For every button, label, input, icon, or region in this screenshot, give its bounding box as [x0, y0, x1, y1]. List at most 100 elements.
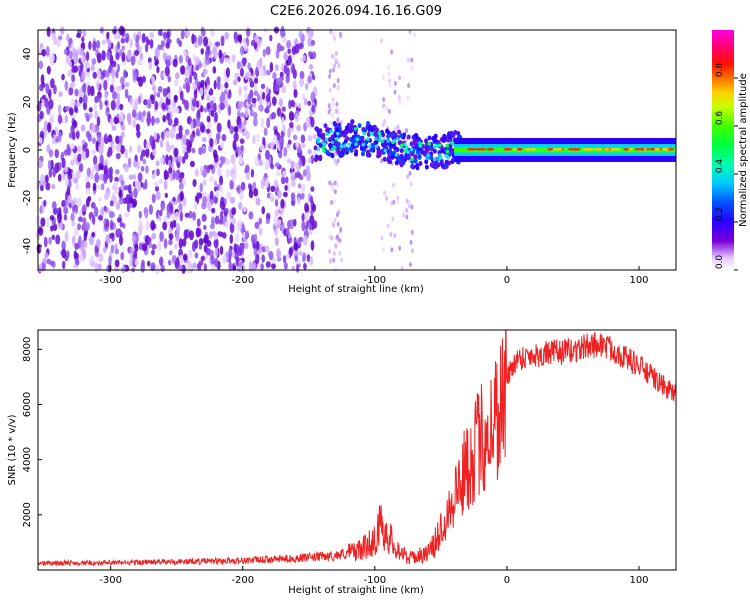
heatmap-cell	[159, 209, 163, 217]
heatmap-cell	[390, 247, 394, 253]
heatmap-cell	[90, 261, 96, 268]
heatmap-cell	[429, 151, 434, 157]
heatmap-cell	[409, 181, 413, 187]
heatmap-cell	[363, 144, 368, 150]
heatmap-cell	[89, 235, 95, 246]
heatmap-cell	[116, 202, 121, 210]
heatmap-cell	[239, 157, 244, 165]
heatmap-cell	[262, 48, 267, 58]
heatmap-cell	[353, 127, 358, 131]
heatmap-cell	[339, 33, 343, 39]
heatmap-cell	[64, 105, 70, 112]
heatmap-cell	[66, 33, 70, 42]
heatmap-cell	[115, 51, 120, 61]
heatmap-cell	[406, 174, 410, 180]
heatmap-cell	[332, 102, 336, 108]
heatmap-cell	[417, 154, 422, 160]
heatmap-cell	[259, 69, 265, 76]
heatmap-cell	[145, 147, 150, 158]
heatmap-cell	[139, 52, 144, 61]
heatmap-marks	[36, 24, 676, 275]
heatmap-cell	[124, 148, 128, 159]
heatmap-cell	[387, 78, 391, 84]
heatmap-cell	[301, 155, 306, 167]
heatmap-cell	[294, 112, 299, 123]
heatmap-cell	[386, 139, 390, 143]
heatmap-cell	[193, 71, 198, 81]
heatmap-cell	[154, 100, 159, 111]
heatmap-cell	[160, 264, 165, 273]
heatmap-cell	[219, 185, 224, 194]
heatmap-cell	[244, 230, 249, 239]
heatmap-cell	[638, 148, 645, 151]
heatmap-cell	[355, 137, 360, 142]
heatmap-cell	[135, 41, 140, 48]
heatmap-cell	[103, 246, 107, 254]
heatmap-cell	[335, 136, 339, 141]
heatmap-cell	[421, 143, 426, 149]
heatmap-cell	[333, 36, 337, 42]
heatmap-cell	[313, 220, 318, 229]
heatmap-cell	[101, 39, 106, 46]
heatmap-cell	[182, 49, 188, 57]
heatmap-cell	[253, 233, 258, 245]
heatmap-cell	[39, 205, 43, 214]
heatmap-cell	[244, 92, 248, 100]
heatmap-cell	[123, 69, 127, 79]
heatmap-cell	[623, 148, 630, 151]
heatmap-cell	[342, 144, 347, 148]
heatmap-cell	[116, 217, 122, 223]
heatmap-cell	[137, 111, 142, 121]
heatmap-cell	[117, 85, 123, 91]
heatmap-cell	[192, 178, 197, 187]
heatmap-cell	[179, 211, 183, 222]
heatmap-cell	[73, 177, 79, 184]
heatmap-cell	[398, 245, 402, 251]
heatmap-cell	[386, 134, 391, 140]
heatmap-cell	[133, 187, 138, 199]
heatmap-cell	[137, 181, 142, 193]
heatmap-cell	[374, 136, 378, 141]
heatmap-band-core	[454, 147, 676, 153]
heatmap-cell	[260, 263, 264, 271]
heatmap-cell	[224, 207, 229, 215]
heatmap-cell	[152, 84, 156, 92]
heatmap-cell	[57, 212, 62, 224]
heatmap-cell	[347, 142, 351, 147]
heatmap-cell	[286, 39, 292, 49]
heatmap-cell	[376, 149, 381, 155]
heatmap-cell	[374, 127, 379, 133]
heatmap-cell	[81, 36, 85, 43]
heatmap-cell	[390, 200, 394, 206]
heatmap-cell	[193, 35, 197, 43]
heatmap-cell	[309, 196, 314, 203]
heatmap-cell	[239, 138, 245, 144]
heatmap-cell	[74, 242, 79, 251]
heatmap-cell	[293, 88, 298, 99]
heatmap-cell	[49, 52, 55, 63]
heatmap-cell	[413, 158, 418, 164]
heatmap-cell	[120, 37, 126, 44]
heatmap-cell	[442, 136, 447, 142]
heatmap-cell	[64, 114, 69, 124]
heatmap-cell	[183, 229, 188, 240]
heatmap-cell	[158, 178, 164, 185]
heatmap-cell	[280, 130, 285, 138]
heatmap-cell	[74, 88, 79, 97]
heatmap-cell	[104, 90, 109, 97]
heatmap-cell	[74, 205, 79, 215]
heatmap-cell	[154, 117, 160, 124]
heatmap-cell	[39, 84, 44, 92]
heatmap-cell	[244, 107, 249, 118]
heatmap-cell	[272, 72, 277, 80]
heatmap-cell	[265, 106, 270, 114]
heatmap-cell	[82, 143, 87, 153]
heatmap-cell	[301, 220, 306, 232]
heatmap-cell	[171, 126, 177, 135]
colorbar-tick-label: 0.0	[715, 255, 725, 270]
heatmap-cell	[229, 234, 234, 244]
heatmap-cell	[130, 55, 136, 66]
heatmap-cell	[114, 243, 118, 251]
heatmap-cell	[381, 132, 386, 138]
